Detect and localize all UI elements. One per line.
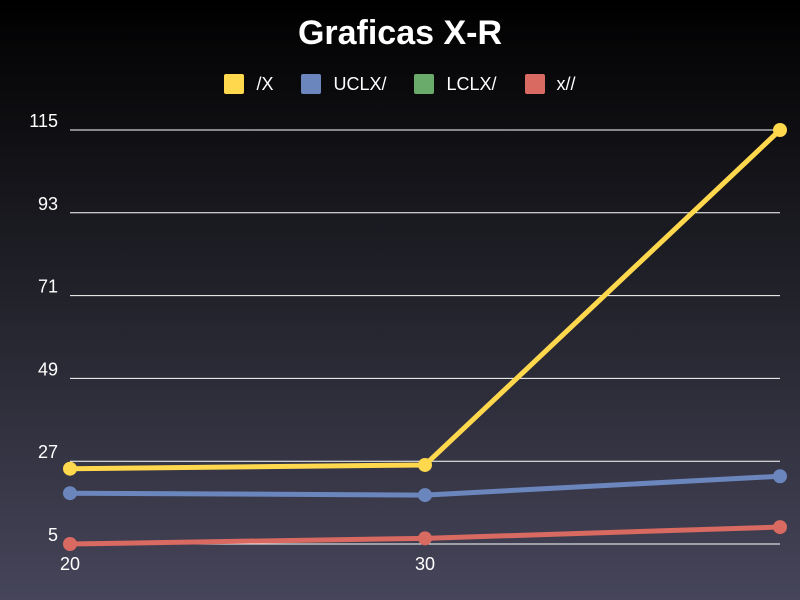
- x-tick-label: 20: [60, 554, 80, 574]
- x-tick-label: 30: [415, 554, 435, 574]
- data-point: [63, 486, 77, 501]
- y-tick-label: 49: [38, 359, 58, 379]
- data-point: [418, 457, 432, 472]
- legend-swatch: [524, 74, 545, 94]
- y-tick-label: 115: [29, 111, 58, 131]
- data-point: [773, 123, 787, 137]
- data-point: [773, 469, 787, 484]
- data-point: [773, 520, 787, 535]
- legend-label: x//: [556, 73, 576, 94]
- series-1: [63, 469, 787, 503]
- data-point: [63, 537, 77, 551]
- legend-swatch: [224, 74, 245, 94]
- legend-label: UCLX/: [333, 73, 387, 94]
- y-tick-label: 71: [38, 277, 58, 297]
- legend-item: UCLX/: [301, 74, 386, 95]
- data-point: [63, 461, 77, 476]
- legend-swatch: [414, 74, 435, 94]
- legend: /X UCLX/LCLX/x//: [0, 72, 800, 96]
- legend-item: LCLX/: [414, 73, 497, 95]
- data-point: [418, 531, 432, 546]
- legend-item: /X: [224, 74, 273, 95]
- y-tick-label: 5: [48, 525, 58, 545]
- legend-label: /X: [256, 73, 274, 94]
- y-tick-label: 27: [38, 442, 58, 462]
- data-point: [418, 488, 432, 503]
- series-line: [67, 127, 783, 472]
- series-3: [63, 520, 787, 551]
- chart-title: Graficas X-R: [297, 14, 503, 52]
- series-0: [63, 123, 787, 476]
- legend-label: LCLX/: [446, 73, 497, 94]
- legend-swatch: [301, 74, 322, 94]
- legend-item: x//: [524, 73, 576, 95]
- y-tick-label: 93: [38, 194, 58, 214]
